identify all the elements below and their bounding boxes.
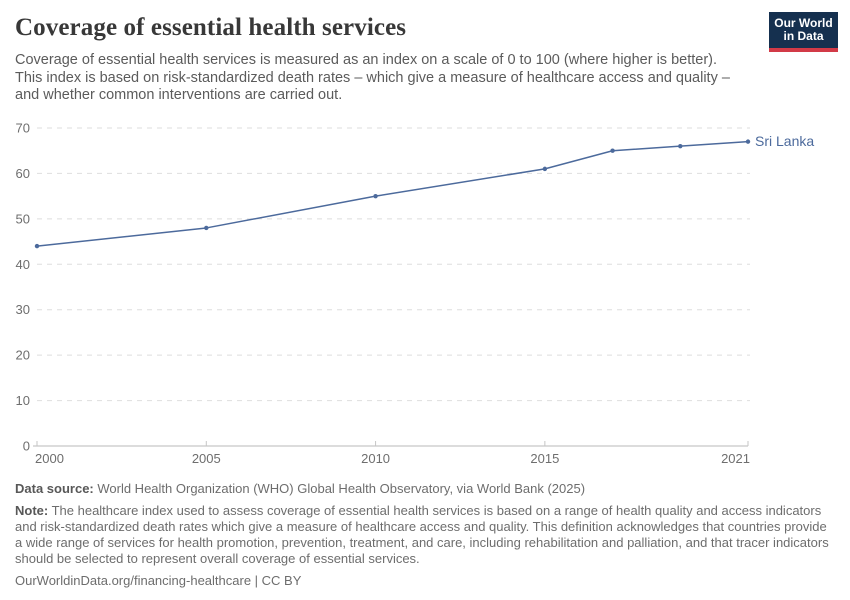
y-tick-label: 20 xyxy=(16,348,30,363)
datasource-label: Data source: xyxy=(15,481,94,496)
data-point[interactable] xyxy=(204,225,209,231)
page-title: Coverage of essential health services xyxy=(15,14,407,41)
data-point[interactable] xyxy=(542,166,548,172)
note-text: The healthcare index used to assess cove… xyxy=(15,503,829,566)
x-tick-label: 2010 xyxy=(361,451,390,466)
note-label: Note: xyxy=(15,503,49,518)
data-point[interactable] xyxy=(610,148,615,153)
y-tick-label: 40 xyxy=(16,257,30,272)
x-tick-label: 2021 xyxy=(721,451,750,466)
datasource-line: Data source: World Health Organization (… xyxy=(15,481,837,497)
data-point[interactable] xyxy=(34,243,40,249)
chart-svg[interactable]: 0 10 20 30 40 50 60 70 2000 2005 2010 2015 2021 Sri L… xyxy=(0,115,850,475)
note-line: Note: The healthcare index used to asses… xyxy=(15,503,837,567)
datasource-text: World Health Organization (WHO) Global H… xyxy=(93,481,586,496)
x-tick-label: 2015 xyxy=(530,451,559,466)
y-tick-label: 30 xyxy=(16,302,30,317)
x-tick-label: 2005 xyxy=(192,451,221,466)
line-series[interactable] xyxy=(36,140,749,247)
series-label: Sri Lanka xyxy=(755,133,814,149)
citation-link[interactable]: OurWorldinData.org/financing-healthcare … xyxy=(15,573,302,588)
owid-logo-line1: Our World xyxy=(774,15,833,30)
chart-subtitle: Coverage of essential health services is… xyxy=(15,52,730,104)
y-tick-label: 50 xyxy=(16,211,30,226)
y-tick-label: 60 xyxy=(16,166,30,181)
y-tick-label: 0 xyxy=(23,439,30,454)
data-point[interactable] xyxy=(678,143,683,149)
y-tick-label: 70 xyxy=(16,121,30,136)
y-tick-label: 10 xyxy=(16,393,30,408)
owid-logo-line2: in Data xyxy=(783,29,824,43)
data-point[interactable] xyxy=(745,139,751,144)
owid-logo[interactable]: Our World in Data xyxy=(769,12,838,52)
x-tick-label: 2000 xyxy=(35,451,64,466)
chart-footer: Data source: World Health Organization (… xyxy=(15,481,837,595)
data-point[interactable] xyxy=(373,193,378,199)
